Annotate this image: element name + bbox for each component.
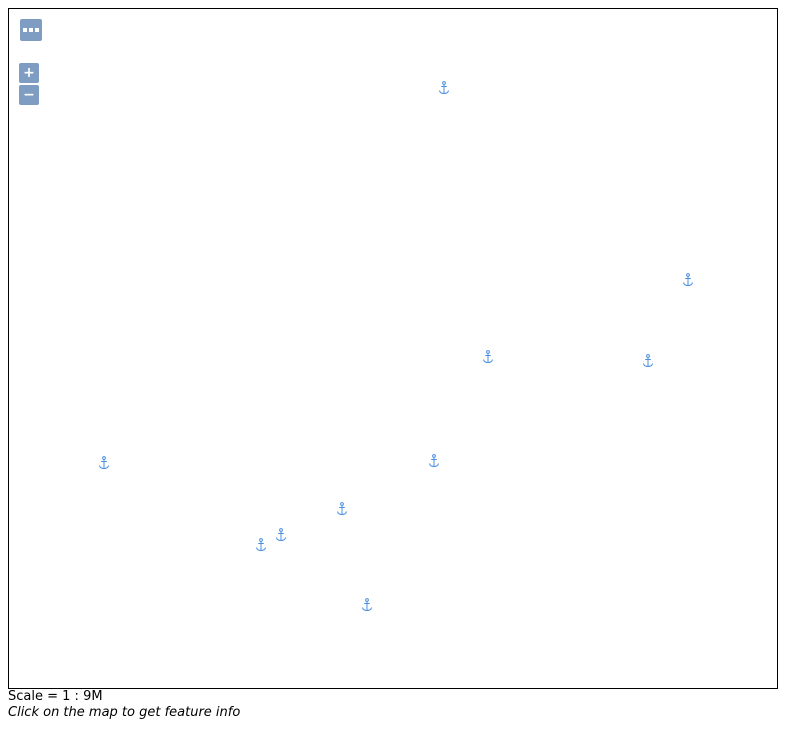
anchor-marker-icon[interactable] bbox=[255, 538, 267, 552]
anchor-marker-icon[interactable] bbox=[428, 454, 440, 468]
anchor-marker-icon[interactable] bbox=[682, 273, 694, 287]
scale-readout: Scale = 1 : 9M bbox=[8, 689, 103, 704]
zoom-out-button[interactable]: − bbox=[19, 85, 39, 105]
anchor-marker-icon[interactable] bbox=[336, 502, 348, 516]
anchor-marker-icon[interactable] bbox=[361, 598, 373, 612]
zoom-in-button[interactable]: + bbox=[19, 63, 39, 83]
anchor-marker-icon[interactable] bbox=[438, 81, 450, 95]
map-viewport[interactable]: + − bbox=[8, 8, 778, 689]
anchor-marker-icon[interactable] bbox=[98, 456, 110, 470]
anchor-marker-icon[interactable] bbox=[642, 354, 654, 368]
layers-menu-icon bbox=[23, 28, 39, 32]
scale-value: 9M bbox=[83, 689, 103, 704]
layer-switcher-button[interactable] bbox=[20, 19, 42, 41]
scale-prefix: Scale = 1 : bbox=[8, 689, 84, 704]
anchor-marker-icon[interactable] bbox=[275, 528, 287, 542]
anchor-marker-icon[interactable] bbox=[482, 350, 494, 364]
feature-info-hint: Click on the map to get feature info bbox=[8, 705, 241, 720]
